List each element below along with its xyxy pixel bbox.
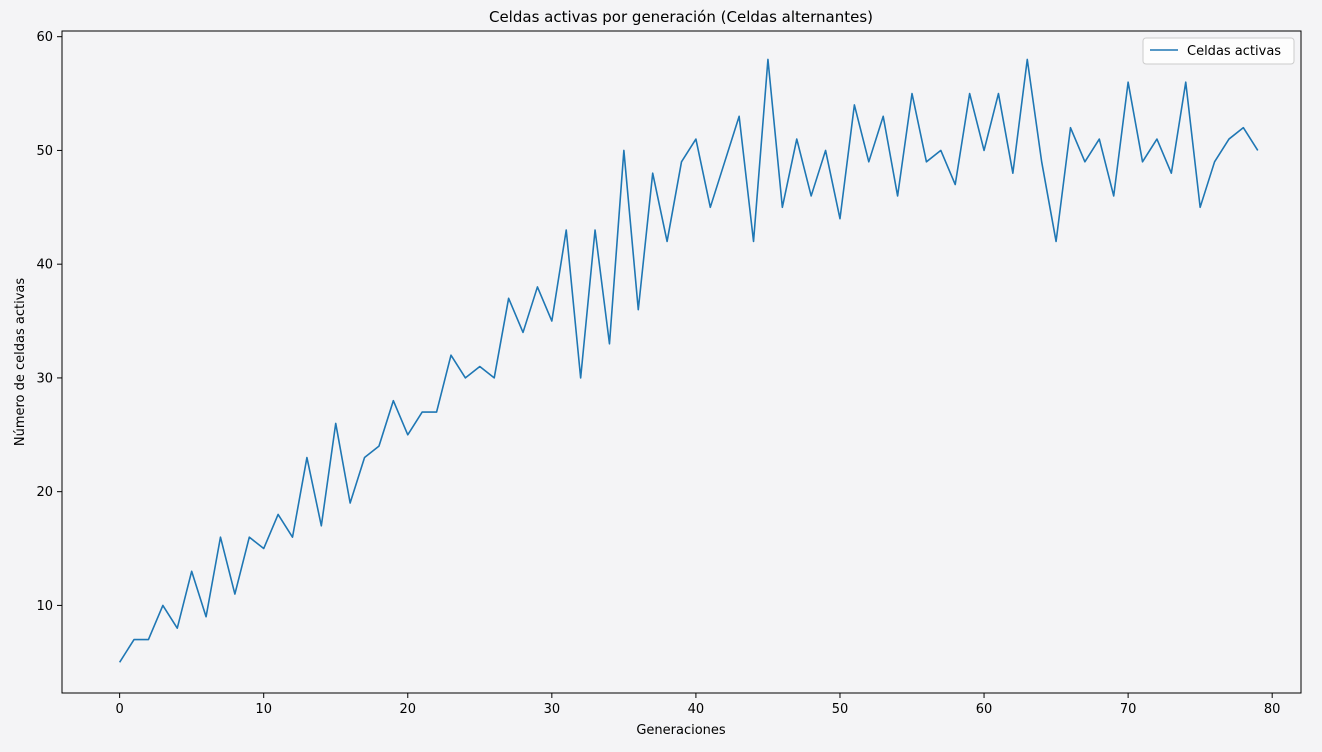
x-tick-label: 40 — [688, 702, 705, 717]
x-axis-label: Generaciones — [636, 723, 726, 738]
y-tick-label: 40 — [36, 258, 53, 273]
series-line-celdas-activas — [118, 58, 1259, 663]
chart-title: Celdas activas por generación (Celdas al… — [489, 8, 873, 26]
x-tick-label: 10 — [255, 702, 272, 717]
legend-label: Celdas activas — [1187, 44, 1281, 59]
x-tick-label: 80 — [1264, 702, 1281, 717]
y-tick-label: 10 — [36, 599, 53, 614]
y-tick-label: 20 — [36, 485, 53, 500]
x-tick-label: 60 — [976, 702, 993, 717]
x-tick-label: 0 — [115, 702, 123, 717]
legend: Celdas activas — [1142, 37, 1295, 65]
y-tick-label: 50 — [36, 144, 53, 159]
legend-box — [1142, 37, 1295, 65]
x-tick-label: 50 — [832, 702, 849, 717]
x-tick-label: 30 — [544, 702, 561, 717]
x-tick-label: 70 — [1120, 702, 1137, 717]
y-axis-ticks: 10 20 30 40 50 60 — [36, 30, 62, 614]
plot-area — [61, 30, 1302, 694]
x-tick-label: 20 — [399, 702, 416, 717]
series-points — [119, 59, 1258, 663]
y-tick-label: 30 — [36, 371, 53, 386]
y-tick-label: 60 — [36, 30, 53, 45]
x-axis-ticks: 0 10 20 30 40 50 60 70 80 — [115, 693, 1280, 717]
y-axis-label: Número de celdas activas — [13, 278, 28, 447]
